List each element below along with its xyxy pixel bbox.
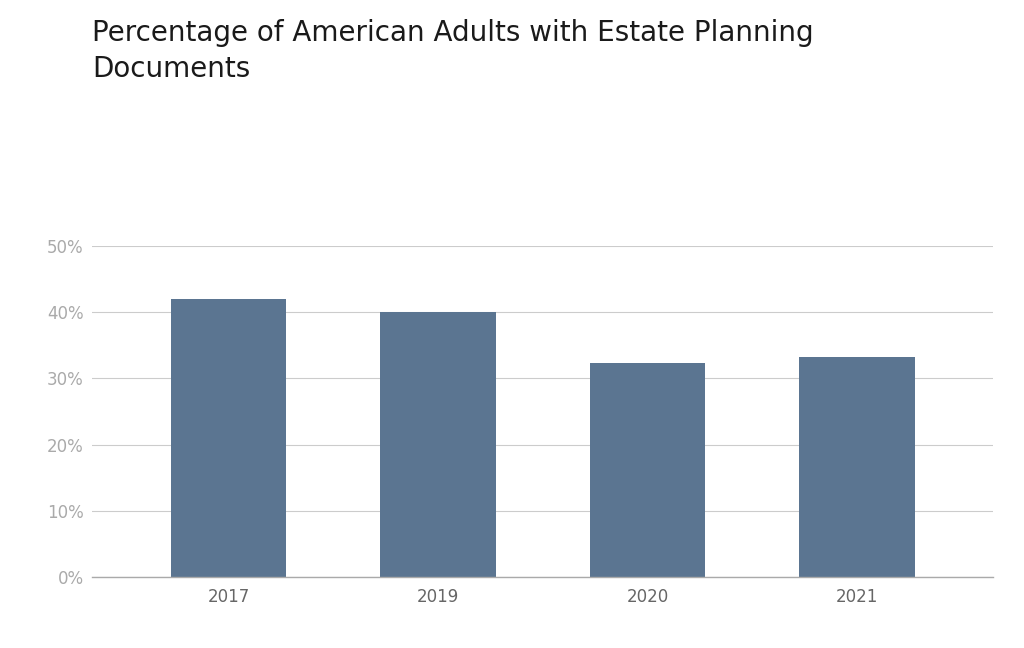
- Text: Percentage of American Adults with Estate Planning
Documents: Percentage of American Adults with Estat…: [92, 19, 814, 83]
- Bar: [590, 364, 706, 577]
- Bar: [800, 356, 914, 577]
- Bar: [171, 299, 286, 577]
- Bar: [380, 312, 496, 577]
